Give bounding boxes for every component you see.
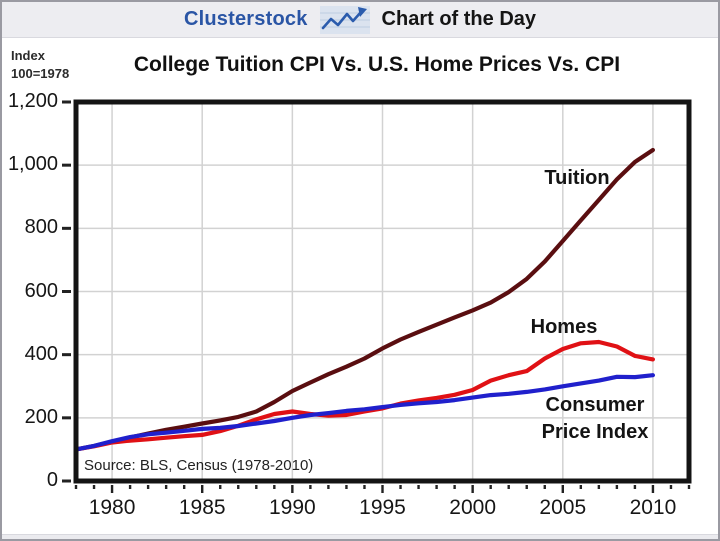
x-axis-minor-tick (633, 485, 637, 489)
x-axis-minor-tick (399, 485, 402, 489)
cpi-label-line2: Price Index (541, 421, 649, 443)
x-axis-major-tick (381, 485, 384, 493)
y-axis-tick (62, 226, 71, 230)
x-axis-minor-tick (525, 485, 528, 489)
series-line-consumer-price-index (73, 373, 656, 452)
x-axis-minor-tick (507, 485, 510, 489)
y-axis-tick (62, 100, 71, 104)
x-axis-major-tick (110, 485, 114, 493)
x-axis-label: 2005 (539, 496, 587, 519)
x-axis-minor-tick (182, 485, 186, 489)
header-title: Chart of the Day (381, 8, 537, 30)
y-axis-tick (62, 353, 71, 357)
y-axis-label: 600 (24, 279, 58, 302)
x-axis-label: 1985 (178, 496, 226, 519)
x-axis-label: 2010 (629, 496, 677, 519)
plot-border (73, 99, 692, 484)
y-axis-label: 1,000 (7, 153, 58, 176)
y-axis-tick (62, 416, 71, 420)
x-axis-minor-tick (363, 485, 366, 489)
x-axis-minor-tick (237, 485, 240, 489)
y-axis-label: 400 (24, 342, 58, 365)
x-axis-minor-tick (579, 485, 583, 489)
x-axis-label: 1980 (88, 496, 136, 519)
x-axis-minor-tick (146, 485, 150, 489)
footer-strip (2, 534, 718, 539)
x-axis-minor-tick (543, 485, 546, 489)
series-line-tuition (73, 147, 656, 452)
series-line-homes (73, 339, 656, 452)
series-label-tuition: Tuition (544, 167, 610, 189)
x-axis-major-tick (471, 485, 474, 493)
x-axis-major-tick (651, 485, 655, 493)
x-axis-minor-tick (615, 485, 619, 489)
x-axis-label: 2000 (449, 496, 496, 519)
x-axis-major-tick (291, 485, 294, 493)
cpi-label-line1: Consumer (545, 394, 645, 416)
x-axis-minor-tick (489, 485, 492, 489)
y-axis-tick (62, 290, 71, 293)
x-axis-minor-tick (273, 485, 276, 489)
y-axis-label: 800 (24, 216, 58, 239)
x-axis-minor-tick (669, 485, 673, 489)
x-axis-minor-tick (92, 485, 96, 489)
series-label-consumer-price-index: Consumer Price Index (530, 392, 660, 446)
index-note-line2: 100=1978 (11, 66, 70, 82)
y-axis-tick (62, 479, 71, 483)
x-axis-minor-tick (128, 485, 132, 489)
x-axis-major-tick (201, 485, 204, 493)
x-axis-minor-tick (309, 485, 312, 489)
index-note-line1: Index (11, 48, 45, 63)
y-axis-tick (62, 163, 71, 167)
chart-title: College Tuition CPI Vs. U.S. Home Prices… (133, 53, 621, 76)
x-axis-minor-tick (687, 485, 691, 489)
x-axis-minor-tick (435, 485, 438, 489)
x-axis-minor-tick (327, 485, 330, 489)
x-axis-minor-tick (345, 485, 348, 489)
header-bar: Clusterstock Chart of the Day (2, 2, 718, 38)
y-axis-label: 0 (46, 469, 58, 491)
index-base-note: Index 100=1978 (11, 47, 69, 83)
sparkline-chart-icon (319, 5, 370, 34)
x-axis-minor-tick (74, 485, 78, 489)
series-label-homes: Homes (530, 316, 598, 338)
y-axis-label: 200 (24, 405, 58, 428)
x-axis-major-tick (561, 485, 564, 493)
x-axis-minor-tick (219, 485, 222, 489)
x-axis-minor-tick (417, 485, 420, 489)
x-axis-label: 1995 (359, 496, 406, 519)
clusterstock-logo: Clusterstock (183, 8, 308, 30)
x-axis-minor-tick (255, 485, 258, 489)
x-axis-minor-tick (597, 485, 601, 489)
x-axis-minor-tick (453, 485, 456, 489)
y-axis-label: 1,200 (7, 90, 58, 112)
source-note: Source: BLS, Census (1978-2010) (84, 457, 314, 474)
x-axis-label: 1990 (268, 496, 316, 519)
x-axis-minor-tick (164, 485, 168, 489)
